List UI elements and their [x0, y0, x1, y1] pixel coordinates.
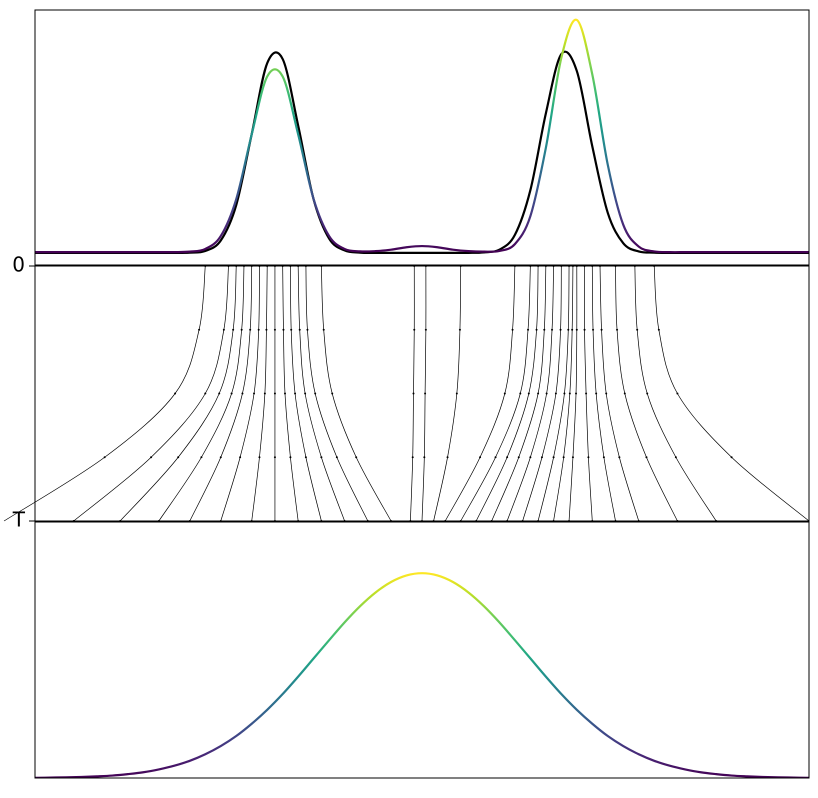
y-tick-label: 0: [12, 253, 25, 277]
plot-area: [35, 18, 809, 254]
trajectory: [491, 265, 547, 522]
trajectory: [73, 265, 229, 522]
trajectory: [537, 265, 570, 522]
plot-area: [35, 572, 809, 778]
trajectory: [444, 265, 516, 522]
plot-frame: [34, 9, 810, 266]
trajectory: [158, 265, 245, 522]
y-tick-label: T: [12, 508, 26, 532]
trajectory: [321, 265, 392, 522]
density-curve: [35, 18, 809, 254]
trajectory: [506, 265, 554, 522]
trajectory: [189, 265, 253, 522]
density-curve: [35, 50, 809, 254]
trajectory: [568, 265, 578, 522]
trajectory: [460, 265, 531, 522]
trajectory: [591, 265, 616, 522]
plot-frame: [34, 521, 810, 779]
trajectory: [297, 265, 345, 522]
density-curve: [35, 572, 809, 778]
trajectory: [220, 265, 260, 522]
trajectory: [282, 265, 299, 522]
plot-area: [72, 266, 809, 521]
trajectory: [251, 265, 268, 522]
trajectory: [522, 265, 562, 522]
trajectory: [119, 265, 237, 522]
trajectory: [433, 265, 462, 522]
trajectory: [653, 265, 810, 522]
trajectory: [410, 265, 415, 522]
trajectory: [290, 265, 322, 522]
trajectory: [305, 265, 369, 522]
trajectory: [615, 265, 678, 522]
trajectory: [475, 265, 539, 522]
trajectory: [584, 265, 593, 522]
plot-frame: [34, 265, 810, 522]
trajectory: [553, 265, 574, 522]
trajectory: [634, 265, 717, 522]
trajectory: [3, 265, 206, 522]
trajectory: [599, 265, 640, 522]
trajectory: [421, 265, 427, 522]
